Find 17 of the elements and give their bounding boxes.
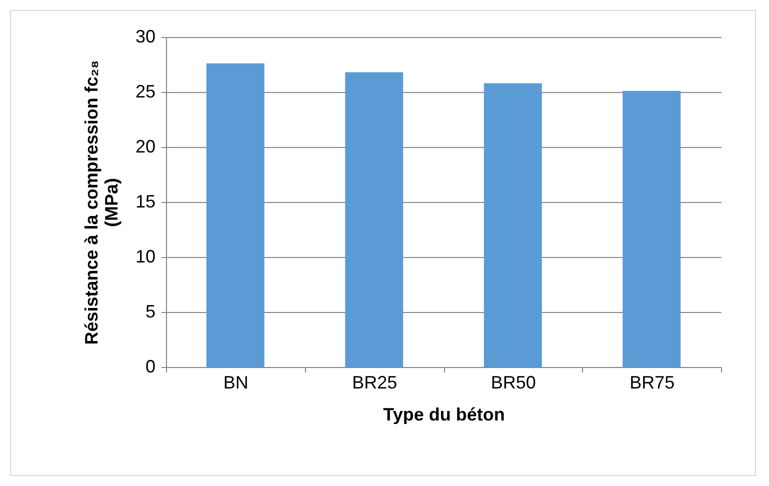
bar [206,63,264,367]
x-tick-label: BR25 [352,372,398,392]
x-axis-title: Type du béton [383,404,505,424]
y-tick-label: 30 [135,26,156,46]
bar [345,72,404,367]
bar [484,83,542,367]
x-tick-label: BN [223,372,248,392]
y-tick-label: 15 [135,192,156,212]
y-tick-label: 20 [135,136,156,156]
y-tick-label: 10 [135,246,156,266]
x-tick-label: BR75 [630,372,675,392]
x-tick-label: BR50 [490,372,536,392]
y-axis-title: Résistance à la compression fc₂₈ (MPa) [81,60,122,345]
y-tick-label: 5 [145,302,156,322]
bar [622,90,681,367]
y-tick-label: 0 [145,356,156,376]
y-tick-label: 25 [135,82,156,102]
